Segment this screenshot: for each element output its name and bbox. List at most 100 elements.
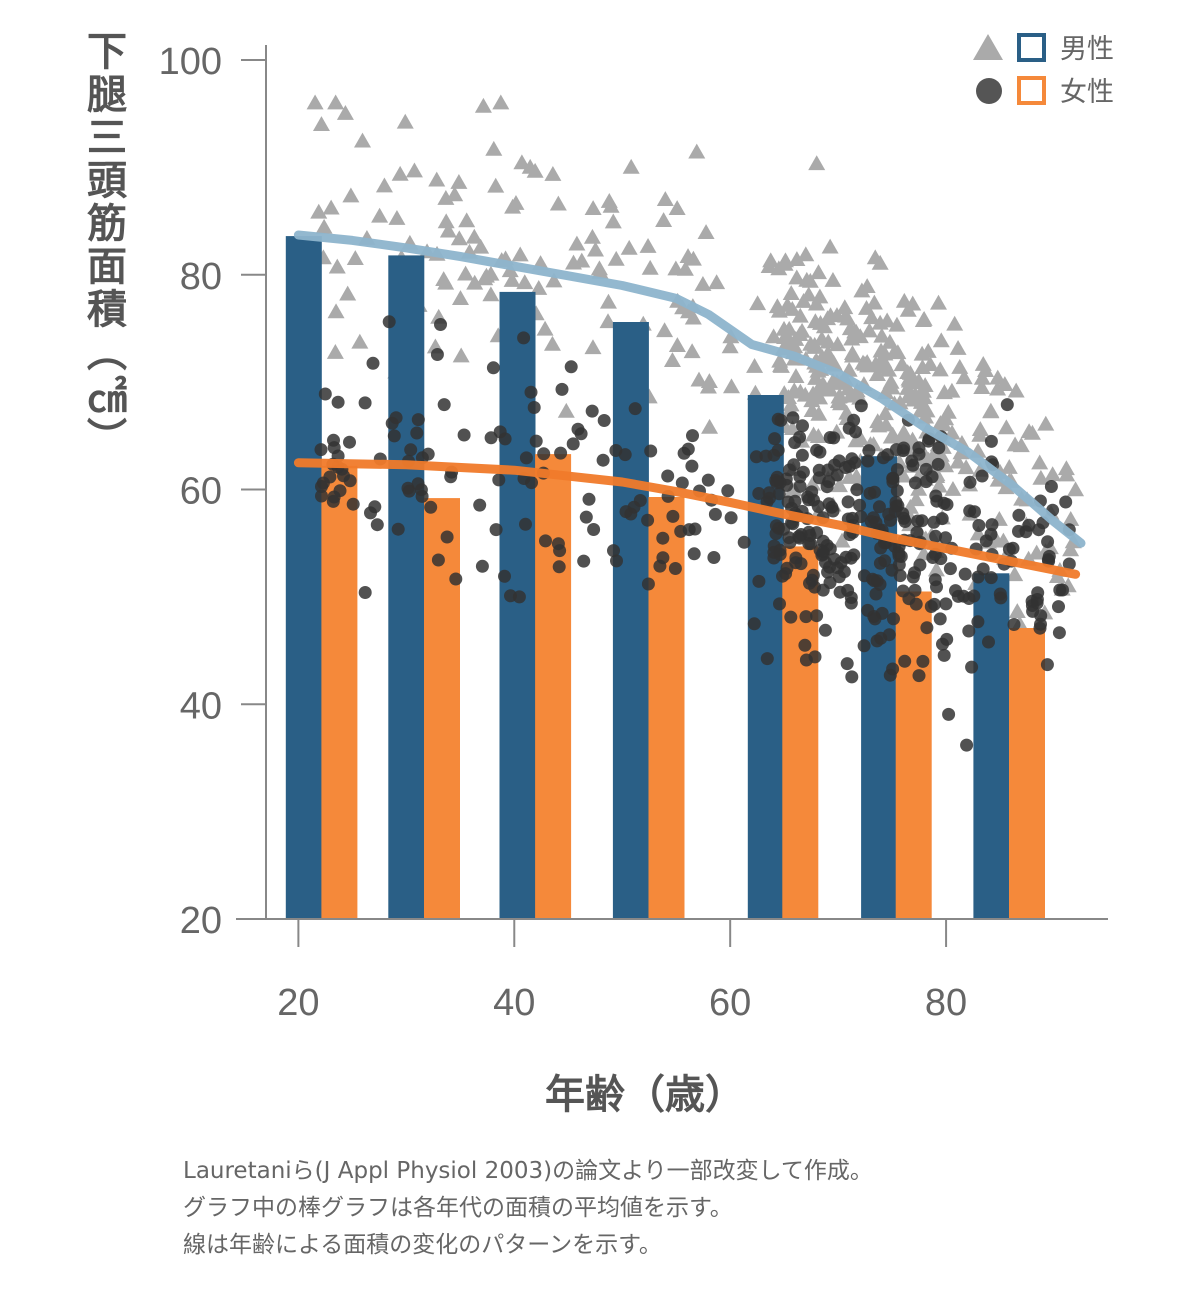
male-trend-line xyxy=(293,230,1086,548)
female-point xyxy=(812,471,826,485)
male-point xyxy=(932,446,950,462)
female-point xyxy=(818,623,832,637)
male-point xyxy=(1031,454,1049,470)
male-point xyxy=(883,379,901,395)
male-point xyxy=(1000,459,1018,474)
female-point xyxy=(1044,480,1058,493)
female-point xyxy=(786,411,800,425)
female-point xyxy=(641,577,655,591)
female-point xyxy=(811,500,825,513)
bar-female-4 xyxy=(782,546,819,919)
female-point xyxy=(784,610,798,624)
female-point xyxy=(985,518,999,532)
male-point xyxy=(843,347,861,363)
female-point xyxy=(864,515,878,529)
female-point xyxy=(431,553,445,567)
male-point xyxy=(474,97,492,113)
male-point xyxy=(889,344,907,360)
male-point xyxy=(840,468,858,484)
female-point xyxy=(644,444,658,458)
female-point xyxy=(936,637,949,651)
female-point xyxy=(687,547,701,561)
male-point xyxy=(810,405,828,421)
female-point xyxy=(927,597,941,611)
male-point xyxy=(791,383,809,399)
female-point xyxy=(1002,542,1016,556)
female-point xyxy=(912,447,926,461)
female-point xyxy=(498,569,511,583)
female-point xyxy=(517,331,531,345)
female-point xyxy=(1000,398,1014,412)
male-point xyxy=(1032,469,1050,485)
female-point xyxy=(813,543,827,557)
female-point xyxy=(444,470,458,484)
male-point xyxy=(858,300,876,315)
female-point xyxy=(752,487,766,500)
male-point xyxy=(437,213,455,229)
female-point xyxy=(771,443,785,457)
male-point xyxy=(866,249,884,265)
male-point xyxy=(878,312,896,328)
male-point xyxy=(503,271,521,287)
female-point xyxy=(762,486,776,500)
male-point xyxy=(428,171,446,187)
female-point xyxy=(793,531,807,545)
male-point xyxy=(931,361,949,377)
male-point xyxy=(865,294,883,310)
male-point xyxy=(836,299,854,315)
male-point xyxy=(788,269,806,285)
female-point xyxy=(566,437,580,451)
male-point xyxy=(322,199,340,215)
female-point xyxy=(724,511,738,525)
male-point xyxy=(721,338,739,354)
female-point xyxy=(892,546,906,560)
female-point xyxy=(596,453,610,467)
female-point xyxy=(861,603,875,617)
male-point xyxy=(604,213,622,229)
female-point xyxy=(387,429,401,443)
female-trend-line xyxy=(293,458,1081,579)
male-point xyxy=(793,322,811,338)
female-point xyxy=(887,612,900,626)
female-point xyxy=(585,404,599,418)
male-point xyxy=(821,238,839,254)
female-point xyxy=(440,530,454,544)
female-point xyxy=(633,494,647,507)
female-point xyxy=(972,519,986,532)
female-point xyxy=(929,529,943,543)
x-tick-label: 80 xyxy=(925,982,967,1024)
female-point xyxy=(1033,621,1047,635)
female-point xyxy=(323,470,337,484)
male-point xyxy=(668,337,686,352)
male-point xyxy=(312,116,330,132)
male-point xyxy=(1008,603,1026,619)
female-point xyxy=(551,537,565,551)
female-point xyxy=(358,396,372,410)
male-point xyxy=(450,230,468,246)
male-point xyxy=(722,328,740,344)
male-point xyxy=(458,212,476,228)
female-point xyxy=(1007,618,1021,631)
female-point xyxy=(867,574,881,588)
male-point xyxy=(914,382,932,398)
male-point xyxy=(568,235,586,251)
male-point xyxy=(811,288,829,304)
male-point xyxy=(328,258,346,274)
male-point xyxy=(824,271,842,287)
male-point xyxy=(974,355,992,371)
female-point xyxy=(802,493,816,507)
female-point xyxy=(759,449,773,463)
female-point xyxy=(845,670,859,684)
male-point xyxy=(342,187,360,203)
male-point xyxy=(310,203,328,219)
male-point xyxy=(521,158,539,174)
male-point xyxy=(821,381,839,397)
male-point xyxy=(778,297,796,312)
male-point xyxy=(530,279,548,295)
female-point xyxy=(780,478,794,492)
male-point xyxy=(549,195,567,211)
female-point xyxy=(707,551,721,564)
female-point xyxy=(968,505,981,519)
female-point xyxy=(382,315,396,329)
female-point xyxy=(826,504,840,518)
